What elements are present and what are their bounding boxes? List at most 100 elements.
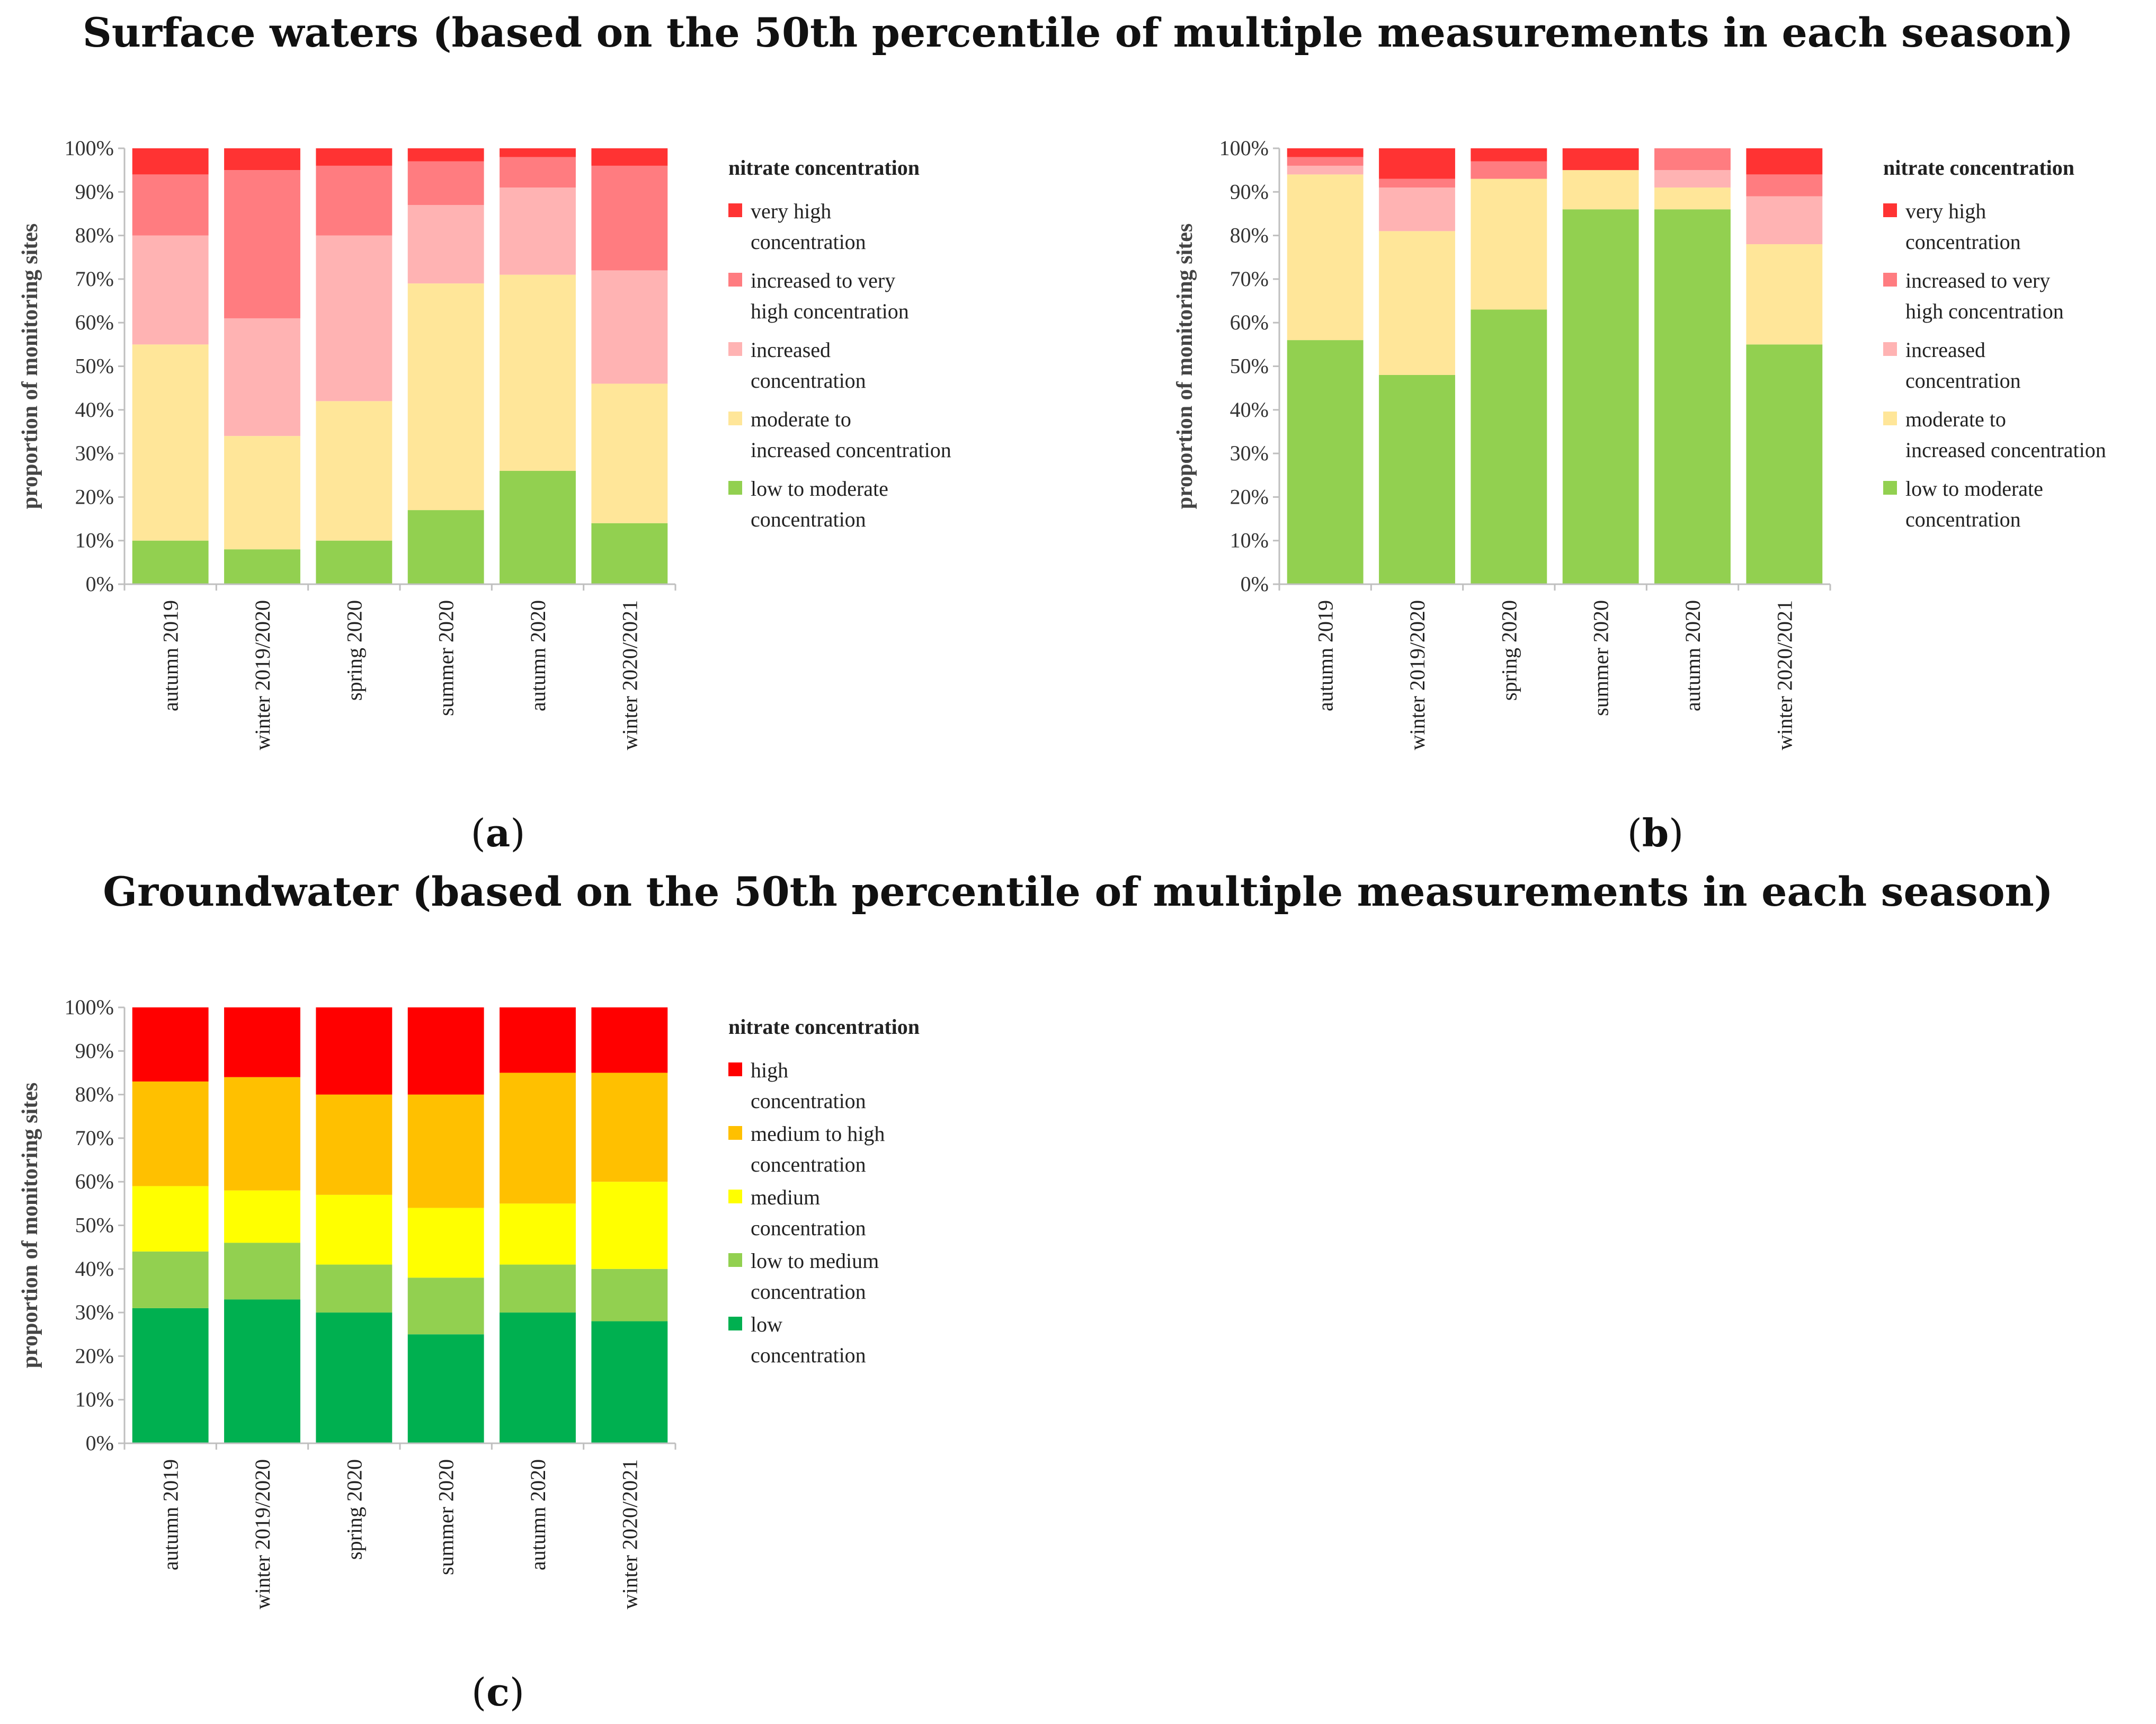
y-tick-label: 10% (1230, 529, 1269, 552)
x-category-label: autumn 2020 (526, 600, 550, 711)
legend-swatch (1883, 412, 1897, 425)
bar-segment (224, 549, 300, 584)
legend-title: nitrate concentration (728, 1015, 920, 1039)
y-tick-label: 0% (86, 572, 114, 596)
bar-segment (500, 1264, 576, 1313)
legend-label: high concentration (1905, 299, 2064, 323)
bar-segment (1654, 187, 1731, 210)
bar-segment (500, 157, 576, 188)
y-tick-label: 80% (75, 1083, 114, 1106)
bar-segment (224, 1007, 300, 1077)
bar-segment (591, 148, 668, 166)
bar-segment (316, 1194, 393, 1265)
legend-swatch (1883, 273, 1897, 287)
bar-segment (407, 1094, 484, 1208)
bar-segment (224, 148, 300, 171)
y-tick-label: 0% (86, 1431, 114, 1455)
bar-segment (591, 1182, 668, 1269)
legend-swatch (728, 273, 742, 287)
legend-swatch (728, 1062, 742, 1076)
y-tick-label: 50% (1230, 354, 1269, 378)
bar-segment (500, 274, 576, 471)
y-tick-label: 90% (75, 1039, 114, 1062)
legend-label: concentration (751, 1153, 866, 1176)
bar-segment (132, 148, 209, 175)
bar-segment (591, 523, 668, 584)
bar-segment (132, 235, 209, 345)
bar-segment (1562, 148, 1639, 171)
bar-segment (1379, 187, 1455, 231)
bar-segment (1654, 148, 1731, 171)
y-axis-label: proportion of monitoring sites (18, 1083, 42, 1368)
y-tick-label: 70% (1230, 267, 1269, 291)
legend-label: concentration (751, 230, 866, 254)
legend-label: increased to very (1905, 269, 2050, 292)
bar-segment (1379, 374, 1455, 584)
y-tick-label: 90% (75, 180, 114, 203)
legend-swatch (1883, 481, 1897, 495)
bar-segment (316, 540, 393, 584)
y-tick-label: 50% (75, 1213, 114, 1237)
bar-segment (407, 1208, 484, 1278)
legend-swatch (728, 1126, 742, 1140)
bar-segment (500, 1007, 576, 1073)
legend-label: increased (751, 338, 831, 362)
x-category-label: autumn 2020 (1681, 600, 1705, 711)
bar-segment (1471, 178, 1547, 310)
panel-label-b: (b) (1627, 810, 1684, 855)
bar-segment (1471, 309, 1547, 584)
chart-panel-b: 0% 10% 20% 30% 40% 50% 60% 70% 80% 90% 100% proport… (1173, 136, 2106, 750)
bar-segment (1287, 157, 1364, 166)
y-tick-label: 70% (75, 1126, 114, 1150)
bar-segment (316, 148, 393, 166)
bar-segment (316, 165, 393, 236)
legend-label: high (751, 1058, 788, 1082)
legend-label: high concentration (751, 299, 909, 323)
x-category-label: winter 2020/2021 (618, 600, 642, 750)
bar-segment (407, 1278, 484, 1335)
bar-segment (500, 1073, 576, 1204)
bar-segment (316, 235, 393, 401)
bar-segment (316, 1312, 393, 1443)
legend-label: low to medium (751, 1249, 879, 1273)
bar-segment (407, 510, 484, 584)
legend-swatch (1883, 342, 1897, 356)
legend-label: very high (751, 199, 831, 223)
bar-segment (224, 1190, 300, 1243)
legend-label: medium to high (751, 1122, 885, 1146)
legend-label: concentration (751, 1216, 866, 1240)
x-category-label: autumn 2020 (526, 1459, 550, 1570)
legend-swatch (728, 1190, 742, 1203)
bar-segment (224, 1077, 300, 1191)
bar-segment (407, 148, 484, 162)
y-tick-label: 20% (1230, 485, 1269, 508)
x-category-label: winter 2019/2020 (251, 600, 274, 750)
x-category-label: autumn 2019 (159, 1459, 183, 1570)
legend-label: moderate to (1905, 407, 2006, 431)
legend-label: medium (751, 1185, 820, 1209)
bar-segment (591, 165, 668, 271)
legend-label: concentration (1905, 507, 2021, 531)
y-tick-label: 0% (1241, 572, 1269, 596)
legend-label: increased (1905, 338, 1985, 362)
y-tick-label: 40% (75, 398, 114, 422)
y-tick-label: 70% (75, 267, 114, 291)
bar-segment (132, 344, 209, 541)
legend-swatch (728, 1253, 742, 1267)
legend-label: very high (1905, 199, 1986, 223)
y-axis-label: proportion of monitoring sites (1173, 224, 1197, 509)
chart-panel-c: 0% 10% 20% 30% 40% 50% 60% 70% 80% 90% 100% proport… (18, 995, 920, 1609)
bar-segment (132, 540, 209, 584)
bar-segment (132, 174, 209, 236)
legend-title: nitrate concentration (1883, 156, 2074, 180)
bar-segment (591, 1007, 668, 1073)
legend-title: nitrate concentration (728, 156, 920, 180)
bar-segment (591, 383, 668, 523)
legend-label: low to moderate (1905, 477, 2043, 501)
bar-segment (1654, 209, 1731, 585)
legend-label: concentration (1905, 230, 2021, 254)
x-category-label: winter 2019/2020 (1405, 600, 1429, 750)
bar-segment (1746, 344, 1823, 584)
x-category-label: spring 2020 (1497, 600, 1521, 701)
bar-segment (1746, 196, 1823, 245)
